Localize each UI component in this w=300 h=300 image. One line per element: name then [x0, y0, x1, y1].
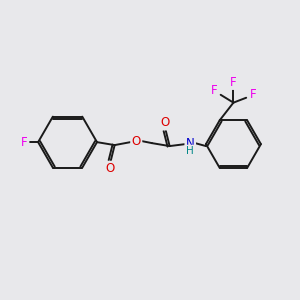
Text: O: O	[160, 116, 169, 129]
Text: F: F	[211, 84, 217, 98]
Text: N: N	[186, 136, 195, 150]
Text: F: F	[250, 88, 256, 101]
Text: O: O	[105, 162, 114, 175]
Text: H: H	[186, 146, 194, 156]
Text: O: O	[132, 135, 141, 148]
Text: F: F	[21, 136, 28, 148]
Text: F: F	[230, 76, 237, 88]
